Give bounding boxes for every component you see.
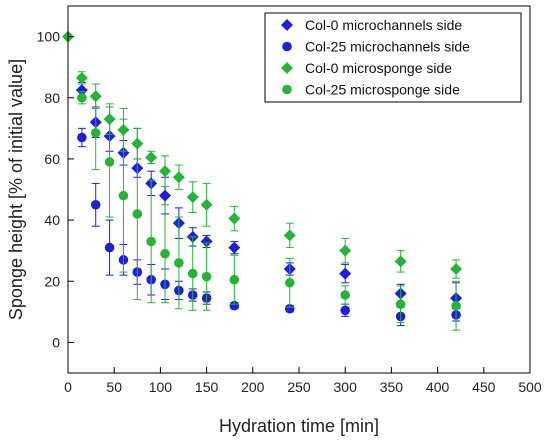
data-point [186, 191, 199, 204]
legend-label-3: Col-0 microsponge side [305, 60, 452, 76]
data-point [201, 271, 212, 282]
data-point [90, 199, 101, 210]
x-tick-label: 450 [472, 379, 496, 395]
x-axis-title: Hydration time [min] [219, 416, 379, 436]
data-point [395, 299, 406, 309]
series-layer [62, 30, 463, 331]
data-point [284, 277, 295, 288]
legend-label-2: Col-25 microchannels side [305, 39, 470, 55]
data-point [187, 268, 198, 279]
x-tick-label: 100 [149, 379, 173, 395]
x-tick-label: 250 [287, 379, 311, 395]
legend-marker-1 [281, 19, 293, 31]
data-point [283, 229, 296, 242]
x-tick-label: 350 [380, 379, 404, 395]
series-4 [77, 91, 461, 331]
data-point [228, 241, 241, 254]
legend-label-4: Col-25 microsponge side [305, 82, 460, 98]
data-point [200, 235, 213, 248]
x-tick-label: 50 [106, 379, 122, 395]
data-point [75, 71, 88, 84]
data-point [340, 290, 351, 300]
data-point [90, 128, 101, 138]
data-point [145, 151, 158, 164]
series-3 [62, 30, 463, 279]
legend-marker-4 [282, 84, 292, 95]
y-tick-label: 100 [37, 29, 61, 45]
y-axis-title: Sponge height [% of initial value] [6, 59, 26, 320]
y-tick-label: 60 [44, 151, 60, 167]
series-1 [75, 81, 463, 314]
y-tick-label: 40 [44, 212, 60, 228]
x-tick-label: 0 [64, 379, 72, 395]
legend-box [264, 12, 522, 103]
y-tick-label: 80 [44, 90, 60, 106]
data-point [159, 189, 172, 202]
data-point [228, 212, 241, 225]
data-point [77, 132, 87, 143]
x-tick-label: 400 [426, 379, 450, 395]
axis-layer: 0 50 100 150 200 250 300 350 400 450 500 0 20 40 60 80 1… [37, 29, 542, 395]
data-point [284, 303, 295, 314]
x-tick-label: 150 [195, 379, 219, 395]
data-point [394, 255, 407, 268]
legend-marker-3 [281, 62, 293, 74]
data-point [146, 236, 156, 247]
data-point [339, 267, 352, 280]
data-point [104, 242, 115, 253]
data-point [159, 165, 172, 178]
data-point [160, 248, 170, 259]
y-tick-label: 0 [52, 334, 60, 350]
data-point [450, 263, 463, 276]
data-point [172, 171, 185, 184]
x-tick-label: 200 [241, 379, 265, 395]
data-point [104, 157, 115, 167]
data-point [340, 305, 351, 316]
data-point [200, 198, 213, 211]
x-tick-label: 300 [334, 379, 358, 395]
data-point [229, 300, 240, 311]
data-point [451, 300, 461, 311]
data-point [132, 209, 143, 219]
data-point [118, 190, 129, 201]
data-point [75, 84, 88, 97]
legend-label-1: Col-0 microchannels side [305, 17, 462, 33]
x-tick-label: 500 [518, 379, 542, 395]
data-point [77, 92, 87, 103]
data-point [229, 274, 240, 285]
legend-marker-2 [282, 41, 292, 52]
data-point [174, 258, 184, 268]
y-tick-label: 20 [44, 273, 60, 289]
data-point [339, 244, 352, 257]
legend: Col-0 microchannels side Col-25 microchan… [264, 12, 522, 103]
